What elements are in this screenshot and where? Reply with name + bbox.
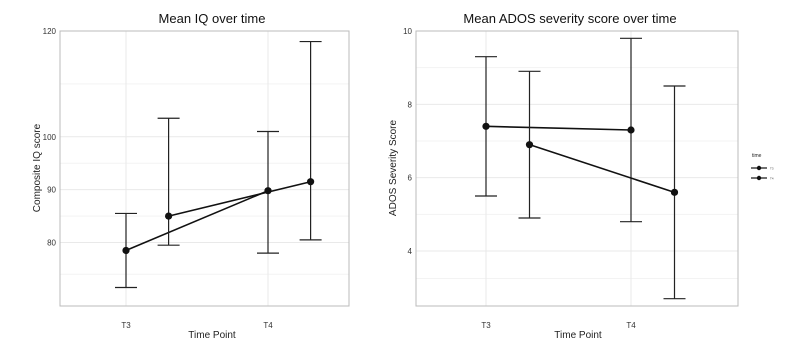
plot-area xyxy=(416,31,738,306)
data-point xyxy=(525,141,534,149)
x-tick-label: T3 xyxy=(121,321,131,330)
series-line xyxy=(529,143,675,194)
x-tick-label: T4 xyxy=(626,321,636,330)
series-line xyxy=(168,180,311,217)
chart-title: Mean ADOS severity score over time xyxy=(463,11,676,26)
legend-label: T4 xyxy=(770,177,774,181)
y-tick-label: 4 xyxy=(408,247,413,256)
x-tick-label: T4 xyxy=(263,321,273,330)
y-tick-label: 100 xyxy=(43,133,57,142)
y-tick-label: 80 xyxy=(47,239,56,248)
x-tick-label: T3 xyxy=(481,321,491,330)
legend: time T3 T4 xyxy=(751,153,774,181)
y-tick-label: 10 xyxy=(403,27,412,36)
y-tick-label: 8 xyxy=(408,100,413,109)
plot-border xyxy=(415,30,739,307)
chart-title: Mean IQ over time xyxy=(159,11,266,26)
y-tick-label: 90 xyxy=(47,186,56,195)
data-point xyxy=(482,122,490,130)
series-line xyxy=(485,125,632,131)
legend-marker xyxy=(756,175,762,181)
chart-panel-1: 80 90 100 120 T3 T4 Mean IQ over time Time Poin… xyxy=(32,11,350,339)
plot-border xyxy=(59,30,350,307)
data-point xyxy=(122,246,130,255)
y-tick-label: 6 xyxy=(408,174,413,183)
data-point xyxy=(627,126,635,134)
legend-title: time xyxy=(752,153,762,159)
y-axis-label: Composite IQ score xyxy=(32,123,43,212)
legend-marker xyxy=(756,165,762,171)
legend-label: T3 xyxy=(770,167,774,171)
y-tick-label: 120 xyxy=(43,27,57,36)
data-point xyxy=(670,188,679,196)
data-point xyxy=(165,212,173,220)
series-line xyxy=(125,189,269,252)
x-axis-label: Time Point xyxy=(188,330,236,339)
data-point xyxy=(307,178,315,186)
x-axis-label: Time Point xyxy=(554,330,602,339)
chart-panel-2: 4 6 8 10 T3 T4 Mean ADOS severity score over t… xyxy=(388,11,739,339)
plot-area xyxy=(60,31,349,306)
y-axis-label: ADOS Severity Score xyxy=(388,119,399,216)
